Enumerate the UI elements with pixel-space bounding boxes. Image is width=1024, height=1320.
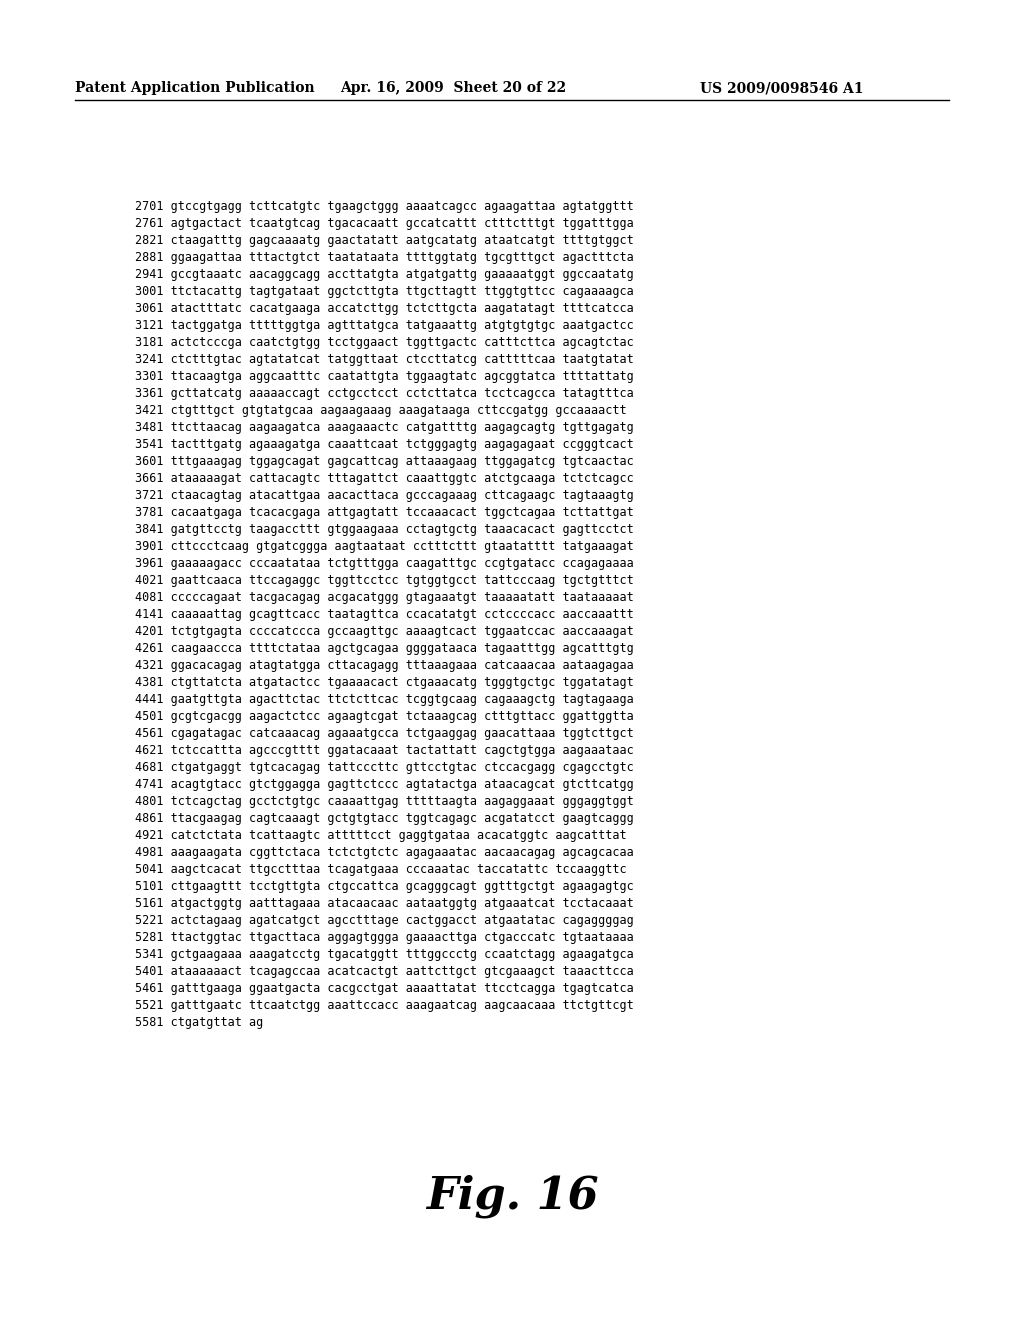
Text: 4561 cgagatagac catcaaacag agaaatgcca tctgaaggag gaacattaaa tggtcttgct: 4561 cgagatagac catcaaacag agaaatgcca tc…: [135, 727, 634, 741]
Text: 4201 tctgtgagta ccccatccca gccaagttgc aaaagtcact tggaatccac aaccaaagat: 4201 tctgtgagta ccccatccca gccaagttgc aa…: [135, 624, 634, 638]
Text: 3181 actctcccga caatctgtgg tcctggaact tggttgactc catttcttca agcagtctac: 3181 actctcccga caatctgtgg tcctggaact tg…: [135, 337, 634, 348]
Text: 3661 ataaaaagat cattacagtc tttagattct caaattggtc atctgcaaga tctctcagcc: 3661 ataaaaagat cattacagtc tttagattct ca…: [135, 473, 634, 484]
Text: 2701 gtccgtgagg tcttcatgtc tgaagctggg aaaatcagcc agaagattaa agtatggttt: 2701 gtccgtgagg tcttcatgtc tgaagctggg aa…: [135, 201, 634, 213]
Text: 4261 caagaaccca ttttctataa agctgcagaa ggggataaca tagaatttgg agcatttgtg: 4261 caagaaccca ttttctataa agctgcagaa gg…: [135, 642, 634, 655]
Text: 3121 tactggatga tttttggtga agtttatgca tatgaaattg atgtgtgtgc aaatgactcc: 3121 tactggatga tttttggtga agtttatgca ta…: [135, 319, 634, 333]
Text: 3061 atactttatc cacatgaaga accatcttgg tctcttgcta aagatatagt ttttcatcca: 3061 atactttatc cacatgaaga accatcttgg tc…: [135, 302, 634, 315]
Text: 5041 aagctcacat ttgcctttaa tcagatgaaa cccaaatac taccatattc tccaaggttc: 5041 aagctcacat ttgcctttaa tcagatgaaa cc…: [135, 863, 627, 876]
Text: 5101 cttgaagttt tcctgttgta ctgccattca gcagggcagt ggtttgctgt agaagagtgc: 5101 cttgaagttt tcctgttgta ctgccattca gc…: [135, 880, 634, 894]
Text: 4801 tctcagctag gcctctgtgc caaaattgag tttttaagta aagaggaaat gggaggtggt: 4801 tctcagctag gcctctgtgc caaaattgag tt…: [135, 795, 634, 808]
Text: 3721 ctaacagtag atacattgaa aacacttaca gcccagaaag cttcagaagc tagtaaagtg: 3721 ctaacagtag atacattgaa aacacttaca gc…: [135, 488, 634, 502]
Text: 3421 ctgtttgct gtgtatgcaa aagaagaaag aaagataaga cttccgatgg gccaaaactt: 3421 ctgtttgct gtgtatgcaa aagaagaaag aaa…: [135, 404, 627, 417]
Text: 4981 aaagaagata cggttctaca tctctgtctc agagaaatac aacaacagag agcagcacaa: 4981 aaagaagata cggttctaca tctctgtctc ag…: [135, 846, 634, 859]
Text: 5401 ataaaaaact tcagagccaa acatcactgt aattcttgct gtcgaaagct taaacttcca: 5401 ataaaaaact tcagagccaa acatcactgt aa…: [135, 965, 634, 978]
Text: Apr. 16, 2009  Sheet 20 of 22: Apr. 16, 2009 Sheet 20 of 22: [340, 81, 566, 95]
Text: 4381 ctgttatcta atgatactcc tgaaaacact ctgaaacatg tgggtgctgc tggatatagt: 4381 ctgttatcta atgatactcc tgaaaacact ct…: [135, 676, 634, 689]
Text: 4681 ctgatgaggt tgtcacagag tattcccttc gttcctgtac ctccacgagg cgagcctgtc: 4681 ctgatgaggt tgtcacagag tattcccttc gt…: [135, 762, 634, 774]
Text: 4021 gaattcaaca ttccagaggc tggttcctcc tgtggtgcct tattcccaag tgctgtttct: 4021 gaattcaaca ttccagaggc tggttcctcc tg…: [135, 574, 634, 587]
Text: 4741 acagtgtacc gtctggagga gagttctccc agtatactga ataacagcat gtcttcatgg: 4741 acagtgtacc gtctggagga gagttctccc ag…: [135, 777, 634, 791]
Text: 3241 ctctttgtac agtatatcat tatggttaat ctccttatcg catttttcaa taatgtatat: 3241 ctctttgtac agtatatcat tatggttaat ct…: [135, 352, 634, 366]
Text: US 2009/0098546 A1: US 2009/0098546 A1: [700, 81, 863, 95]
Text: 4441 gaatgttgta agacttctac ttctcttcac tcggtgcaag cagaaagctg tagtagaaga: 4441 gaatgttgta agacttctac ttctcttcac tc…: [135, 693, 634, 706]
Text: 5521 gatttgaatc ttcaatctgg aaattccacc aaagaatcag aagcaacaaa ttctgttcgt: 5521 gatttgaatc ttcaatctgg aaattccacc aa…: [135, 999, 634, 1012]
Text: 3361 gcttatcatg aaaaaccagt cctgcctcct cctcttatca tcctcagcca tatagtttca: 3361 gcttatcatg aaaaaccagt cctgcctcct cc…: [135, 387, 634, 400]
Text: 4321 ggacacagag atagtatgga cttacagagg tttaaagaaa catcaaacaa aataagagaa: 4321 ggacacagag atagtatgga cttacagagg tt…: [135, 659, 634, 672]
Text: 5341 gctgaagaaa aaagatcctg tgacatggtt tttggccctg ccaatctagg agaagatgca: 5341 gctgaagaaa aaagatcctg tgacatggtt tt…: [135, 948, 634, 961]
Text: 2821 ctaagatttg gagcaaaatg gaactatatt aatgcatatg ataatcatgt ttttgtggct: 2821 ctaagatttg gagcaaaatg gaactatatt aa…: [135, 234, 634, 247]
Text: 5221 actctagaag agatcatgct agcctttage cactggacct atgaatatac cagaggggag: 5221 actctagaag agatcatgct agcctttage ca…: [135, 913, 634, 927]
Text: 4081 cccccagaat tacgacagag acgacatggg gtagaaatgt taaaaatatt taataaaaat: 4081 cccccagaat tacgacagag acgacatggg gt…: [135, 591, 634, 605]
Text: 4921 catctctata tcattaagtc atttttcct gaggtgataa acacatggtc aagcatttat: 4921 catctctata tcattaagtc atttttcct gag…: [135, 829, 627, 842]
Text: 3601 tttgaaagag tggagcagat gagcattcag attaaagaag ttggagatcg tgtcaactac: 3601 tttgaaagag tggagcagat gagcattcag at…: [135, 455, 634, 469]
Text: 2761 agtgactact tcaatgtcag tgacacaatt gccatcattt ctttctttgt tggatttgga: 2761 agtgactact tcaatgtcag tgacacaatt gc…: [135, 216, 634, 230]
Text: 5161 atgactggtg aatttagaaa atacaacaac aataatggtg atgaaatcat tcctacaaat: 5161 atgactggtg aatttagaaa atacaacaac aa…: [135, 898, 634, 909]
Text: 4141 caaaaattag gcagttcacc taatagttca ccacatatgt cctccccacc aaccaaattt: 4141 caaaaattag gcagttcacc taatagttca cc…: [135, 609, 634, 620]
Text: 4621 tctccattta agcccgtttt ggatacaaat tactattatt cagctgtgga aagaaataac: 4621 tctccattta agcccgtttt ggatacaaat ta…: [135, 744, 634, 756]
Text: 3001 ttctacattg tagtgataat ggctcttgta ttgcttagtt ttggtgttcc cagaaaagca: 3001 ttctacattg tagtgataat ggctcttgta tt…: [135, 285, 634, 298]
Text: 3781 cacaatgaga tcacacgaga attgagtatt tccaaacact tggctcagaa tcttattgat: 3781 cacaatgaga tcacacgaga attgagtatt tc…: [135, 506, 634, 519]
Text: 5581 ctgatgttat ag: 5581 ctgatgttat ag: [135, 1016, 263, 1030]
Text: 3541 tactttgatg agaaagatga caaattcaat tctgggagtg aagagagaat ccgggtcact: 3541 tactttgatg agaaagatga caaattcaat tc…: [135, 438, 634, 451]
Text: 3481 ttcttaacag aagaagatca aaagaaactc catgattttg aagagcagtg tgttgagatg: 3481 ttcttaacag aagaagatca aaagaaactc ca…: [135, 421, 634, 434]
Text: 3301 ttacaagtga aggcaatttc caatattgta tggaagtatc agcggtatca ttttattatg: 3301 ttacaagtga aggcaatttc caatattgta tg…: [135, 370, 634, 383]
Text: 5281 ttactggtac ttgacttaca aggagtggga gaaaacttga ctgacccatc tgtaataaaa: 5281 ttactggtac ttgacttaca aggagtggga ga…: [135, 931, 634, 944]
Text: 3961 gaaaaagacc cccaatataa tctgtttgga caagatttgc ccgtgatacc ccagagaaaa: 3961 gaaaaagacc cccaatataa tctgtttgga ca…: [135, 557, 634, 570]
Text: 3901 cttccctcaag gtgatcggga aagtaataat cctttcttt gtaatatttt tatgaaagat: 3901 cttccctcaag gtgatcggga aagtaataat c…: [135, 540, 634, 553]
Text: 4501 gcgtcgacgg aagactctcc agaagtcgat tctaaagcag ctttgttacc ggattggtta: 4501 gcgtcgacgg aagactctcc agaagtcgat tc…: [135, 710, 634, 723]
Text: Fig. 16: Fig. 16: [426, 1175, 598, 1218]
Text: 2941 gccgtaaatc aacaggcagg accttatgta atgatgattg gaaaaatggt ggccaatatg: 2941 gccgtaaatc aacaggcagg accttatgta at…: [135, 268, 634, 281]
Text: 2881 ggaagattaa tttactgtct taatataata ttttggtatg tgcgtttgct agactttcta: 2881 ggaagattaa tttactgtct taatataata tt…: [135, 251, 634, 264]
Text: 4861 ttacgaagag cagtcaaagt gctgtgtacc tggtcagagc acgatatcct gaagtcaggg: 4861 ttacgaagag cagtcaaagt gctgtgtacc tg…: [135, 812, 634, 825]
Text: 5461 gatttgaaga ggaatgacta cacgcctgat aaaattatat ttcctcagga tgagtcatca: 5461 gatttgaaga ggaatgacta cacgcctgat aa…: [135, 982, 634, 995]
Text: 3841 gatgttcctg taagaccttt gtggaagaaa cctagtgctg taaacacact gagttcctct: 3841 gatgttcctg taagaccttt gtggaagaaa cc…: [135, 523, 634, 536]
Text: Patent Application Publication: Patent Application Publication: [75, 81, 314, 95]
